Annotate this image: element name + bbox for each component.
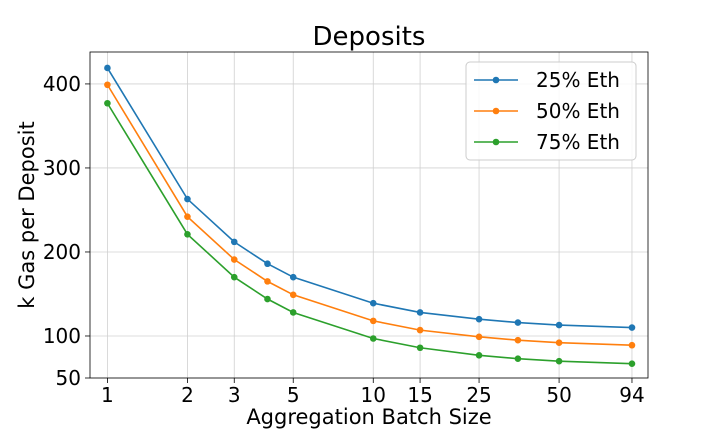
axis-ticks: 1 2 3 5 10 15 25 50 94 50 100 200 300 400 (43, 72, 645, 407)
x-tick-label: 15 (407, 383, 432, 407)
x-tick-label: 3 (228, 383, 241, 407)
data-point (264, 260, 271, 268)
data-point (289, 309, 297, 316)
legend-box (465, 61, 637, 161)
y-tick-label: 300 (43, 156, 81, 180)
plot-frame (89, 51, 649, 379)
chart-title: Deposits (313, 22, 426, 52)
x-tick-label: 10 (361, 383, 386, 407)
legend-label: 50% Eth (536, 99, 620, 123)
data-point (416, 309, 424, 316)
series-1 (104, 64, 636, 331)
data-point (475, 333, 483, 341)
series-layer (104, 64, 636, 368)
data-point (230, 273, 238, 281)
legend-item: 75% Eth (474, 130, 620, 154)
data-point (289, 273, 297, 281)
y-tick-label: 400 (43, 72, 81, 96)
data-point (369, 335, 377, 342)
data-point (475, 315, 483, 323)
data-point (184, 213, 191, 220)
data-point (555, 321, 563, 329)
y-axis-label: k Gas per Deposit (15, 121, 39, 308)
legend-item: 25% Eth (474, 68, 620, 92)
data-point (628, 360, 636, 368)
data-point (104, 99, 111, 107)
data-point (289, 291, 297, 299)
data-point (184, 231, 191, 238)
y-tick-label: 50 (56, 366, 81, 390)
y-tick-label: 200 (43, 240, 81, 264)
data-point (104, 64, 111, 72)
data-point (628, 324, 636, 331)
legend-label: 75% Eth (536, 130, 620, 154)
x-tick-label: 25 (466, 383, 491, 407)
legend-label: 25% Eth (536, 68, 620, 92)
data-point (416, 326, 424, 334)
x-axis-label: Aggregation Batch Size (246, 405, 491, 429)
legend-swatch-marker (492, 138, 500, 146)
x-tick-label: 94 (619, 383, 644, 407)
data-point (230, 256, 238, 263)
legend-swatch-marker (492, 76, 500, 84)
data-point (184, 195, 191, 203)
legend-swatch-marker (492, 107, 500, 115)
x-tick-label: 50 (546, 383, 571, 407)
x-tick-label: 1 (101, 383, 114, 407)
data-point (628, 341, 636, 349)
legend-item: 50% Eth (474, 99, 620, 123)
data-point (514, 319, 522, 326)
data-point (514, 355, 522, 362)
data-point (555, 339, 563, 347)
x-tick-label: 2 (181, 383, 194, 407)
data-point (369, 317, 377, 325)
y-tick-label: 100 (43, 324, 81, 348)
data-point (264, 278, 271, 285)
data-point (230, 238, 238, 246)
data-point (555, 357, 563, 365)
data-point (416, 344, 424, 352)
data-point (264, 295, 271, 303)
data-point (104, 81, 111, 89)
x-tick-label: 5 (287, 383, 300, 407)
series-2 (104, 81, 636, 349)
data-point (369, 299, 377, 307)
data-point (475, 352, 483, 359)
data-point (514, 336, 522, 344)
series-3 (104, 99, 636, 368)
legend: 25% Eth 50% Eth 75% Eth (465, 61, 637, 161)
